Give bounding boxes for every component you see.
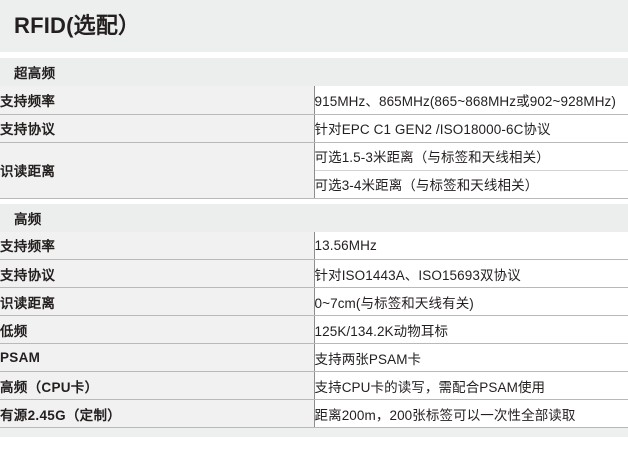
row-label-low-frequency: 低频 (0, 315, 315, 344)
table-row: 低频 125K/134.2K动物耳标 (0, 315, 628, 344)
table-row: 有源2.45G（定制） 距离200m，200张标签可以一次性全部读取 (0, 399, 628, 428)
table-row: 高频（CPU卡） 支持CPU卡的读写，需配合PSAM使用 (0, 371, 628, 400)
section-heading-uhf: 超高频 (0, 58, 628, 86)
table-row: 可选3-4米距离（与标签和天线相关） (0, 170, 628, 199)
table-row: PSAM 支持两张PSAM卡 (0, 343, 628, 372)
row-value-uhf-read-distance-2: 可选3-4米距离（与标签和天线相关） (314, 170, 628, 199)
rfid-spec-table: 超高频 支持频率 915MHz、865MHz(865~868MHz或902~92… (0, 58, 628, 428)
page-title-banner: RFID(选配） (0, 0, 628, 52)
row-value-hf-read-distance: 0~7cm(与标签和天线有关) (314, 287, 628, 316)
row-label-active-2g45: 有源2.45G（定制） (0, 399, 315, 428)
section-header-row-uhf: 超高频 (0, 58, 628, 86)
table-row: 识读距离 0~7cm(与标签和天线有关) (0, 287, 628, 316)
row-label-hf-protocol: 支持协议 (0, 259, 315, 288)
table-row: 支持协议 针对EPC C1 GEN2 /ISO18000-6C协议 (0, 114, 628, 143)
row-value-hf-frequency: 13.56MHz (314, 231, 628, 260)
row-value-low-frequency: 125K/134.2K动物耳标 (314, 315, 628, 344)
row-value-hf-protocol: 针对ISO1443A、ISO15693双协议 (314, 259, 628, 288)
table-row: 支持频率 915MHz、865MHz(865~868MHz或902~928MHz… (0, 86, 628, 115)
row-value-uhf-read-distance-1: 可选1.5-3米距离（与标签和天线相关） (314, 142, 628, 171)
row-value-active-2g45: 距离200m，200张标签可以一次性全部读取 (314, 399, 628, 428)
section-gap (0, 198, 628, 204)
row-label-uhf-frequency: 支持频率 (0, 86, 315, 115)
section-header-row-hf: 高频 (0, 203, 628, 232)
table-row: 支持频率 13.56MHz (0, 231, 628, 260)
row-label-hf-cpu-card: 高频（CPU卡） (0, 371, 315, 400)
row-label-hf-read-distance: 识读距离 (0, 287, 315, 316)
table-row: 支持协议 针对ISO1443A、ISO15693双协议 (0, 259, 628, 288)
section-gap-cell (0, 198, 628, 204)
row-value-uhf-protocol: 针对EPC C1 GEN2 /ISO18000-6C协议 (314, 114, 628, 143)
section-heading-hf: 高频 (0, 203, 628, 232)
bottom-strip (0, 428, 628, 437)
row-label-uhf-read-distance: 识读距离 (0, 142, 315, 199)
title-table-gap (0, 52, 628, 58)
spec-table-body: 超高频 支持频率 915MHz、865MHz(865~868MHz或902~92… (0, 58, 628, 428)
row-label-hf-frequency: 支持频率 (0, 231, 315, 260)
table-row: 识读距离 可选1.5-3米距离（与标签和天线相关） (0, 142, 628, 199)
row-value-psam: 支持两张PSAM卡 (314, 343, 628, 372)
row-label-uhf-protocol: 支持协议 (0, 114, 315, 143)
page-title: RFID(选配） (14, 13, 141, 38)
row-label-psam: PSAM (0, 343, 315, 372)
row-value-uhf-frequency: 915MHz、865MHz(865~868MHz或902~928MHz) (314, 86, 628, 115)
row-value-hf-cpu-card: 支持CPU卡的读写，需配合PSAM使用 (314, 371, 628, 400)
